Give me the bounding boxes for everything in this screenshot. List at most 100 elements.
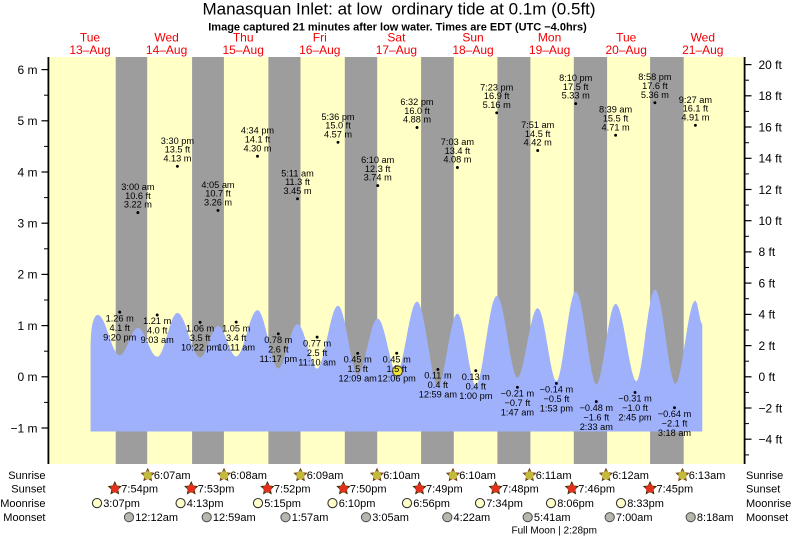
svg-text:17.5 ft: 17.5 ft — [563, 82, 589, 92]
svg-text:3 m: 3 m — [17, 217, 37, 231]
svg-text:5:15pm: 5:15pm — [264, 498, 301, 510]
svg-text:13–Aug: 13–Aug — [69, 43, 110, 57]
svg-text:Mon: Mon — [538, 30, 561, 44]
svg-text:10:22 pm: 10:22 pm — [181, 343, 220, 353]
svg-text:6:10am: 6:10am — [459, 470, 496, 482]
svg-text:6:12am: 6:12am — [612, 470, 649, 482]
svg-text:Full Moon | 2:28pm: Full Moon | 2:28pm — [512, 526, 597, 537]
svg-text:−0.7 ft: −0.7 ft — [505, 398, 531, 408]
svg-text:12 ft: 12 ft — [759, 183, 783, 197]
svg-text:1:00 pm: 1:00 pm — [459, 391, 493, 401]
svg-text:3.74 m: 3.74 m — [364, 173, 392, 183]
svg-text:15.0 ft: 15.0 ft — [325, 121, 351, 131]
svg-text:Sunset: Sunset — [11, 483, 45, 495]
svg-text:−0.31 m: −0.31 m — [618, 394, 652, 404]
svg-text:10 ft: 10 ft — [759, 214, 783, 228]
svg-text:7:45pm: 7:45pm — [657, 483, 694, 495]
svg-text:−0.48 m: −0.48 m — [580, 403, 614, 413]
svg-text:6 ft: 6 ft — [759, 276, 776, 290]
svg-text:−1 m: −1 m — [10, 421, 37, 435]
svg-text:Sat: Sat — [387, 30, 406, 44]
svg-text:4.71 m: 4.71 m — [602, 122, 630, 132]
svg-text:Moonset: Moonset — [3, 512, 45, 524]
svg-text:1.26 m: 1.26 m — [106, 313, 134, 323]
svg-text:6:07am: 6:07am — [154, 470, 191, 482]
svg-text:7:49pm: 7:49pm — [426, 483, 463, 495]
svg-text:3:07pm: 3:07pm — [103, 498, 140, 510]
svg-text:Sunrise: Sunrise — [746, 470, 783, 482]
svg-text:12:59 am: 12:59 am — [419, 390, 458, 400]
svg-text:Tue: Tue — [616, 30, 637, 44]
svg-text:7:51 am: 7:51 am — [521, 120, 555, 130]
svg-text:7:34pm: 7:34pm — [486, 498, 523, 510]
svg-text:8 ft: 8 ft — [759, 245, 776, 259]
svg-text:−1.6 ft: −1.6 ft — [583, 412, 609, 422]
svg-text:2:33 am: 2:33 am — [580, 422, 614, 432]
svg-text:7:52pm: 7:52pm — [274, 483, 311, 495]
svg-text:7:03 am: 7:03 am — [441, 137, 475, 147]
svg-text:12:06 pm: 12:06 pm — [378, 373, 417, 383]
svg-text:6:08am: 6:08am — [230, 470, 267, 482]
svg-text:12:09 am: 12:09 am — [339, 374, 378, 384]
svg-text:4:34 pm: 4:34 pm — [241, 126, 275, 136]
svg-text:5:11 am: 5:11 am — [281, 168, 314, 178]
svg-text:14–Aug: 14–Aug — [146, 43, 187, 57]
svg-text:2.5 ft: 2.5 ft — [307, 348, 328, 358]
svg-text:1:53 pm: 1:53 pm — [540, 404, 574, 414]
svg-text:20–Aug: 20–Aug — [606, 43, 647, 57]
svg-text:Sun: Sun — [462, 30, 483, 44]
svg-text:1 m: 1 m — [17, 319, 37, 333]
svg-text:1.21 m: 1.21 m — [143, 316, 171, 326]
svg-text:13.4 ft: 13.4 ft — [445, 146, 471, 156]
svg-text:3.45 m: 3.45 m — [283, 186, 311, 196]
svg-text:1:47 am: 1:47 am — [501, 408, 535, 418]
svg-text:12:12am: 12:12am — [135, 512, 178, 524]
svg-text:13.5 ft: 13.5 ft — [165, 145, 191, 155]
svg-text:4:13pm: 4:13pm — [187, 498, 224, 510]
svg-text:6:56pm: 6:56pm — [413, 498, 450, 510]
svg-text:16.0 ft: 16.0 ft — [404, 106, 430, 116]
svg-text:14.5 ft: 14.5 ft — [525, 129, 551, 139]
svg-text:6:10am: 6:10am — [383, 470, 420, 482]
svg-text:Wed: Wed — [154, 30, 178, 44]
svg-text:1.5 ft: 1.5 ft — [347, 364, 368, 374]
svg-text:18–Aug: 18–Aug — [452, 43, 493, 57]
svg-text:Manasquan Inlet: at low ordin: Manasquan Inlet: at low ordinary tide at… — [202, 0, 595, 19]
svg-text:7:54pm: 7:54pm — [121, 483, 158, 495]
svg-text:12.3 ft: 12.3 ft — [365, 164, 391, 174]
svg-text:7:23 pm: 7:23 pm — [480, 82, 514, 92]
svg-text:11.3 ft: 11.3 ft — [285, 177, 310, 187]
svg-text:11:17 pm: 11:17 pm — [259, 354, 297, 364]
svg-text:0.45 m: 0.45 m — [383, 354, 411, 364]
svg-text:Moonset: Moonset — [746, 512, 788, 524]
svg-text:8:10 pm: 8:10 pm — [559, 73, 593, 83]
svg-text:2 m: 2 m — [17, 268, 37, 282]
svg-text:Fri: Fri — [313, 30, 327, 44]
svg-text:3.26 m: 3.26 m — [204, 198, 232, 208]
svg-text:16.9 ft: 16.9 ft — [484, 91, 510, 101]
svg-text:9:03 am: 9:03 am — [141, 335, 175, 345]
svg-text:4.13 m: 4.13 m — [163, 153, 191, 163]
svg-text:10.6 ft: 10.6 ft — [125, 191, 151, 201]
svg-text:6:10 am: 6:10 am — [361, 155, 395, 165]
svg-text:11:10 am: 11:10 am — [298, 357, 336, 367]
svg-text:−4 ft: −4 ft — [759, 433, 783, 447]
svg-text:Wed: Wed — [691, 30, 715, 44]
svg-text:−0.14 m: −0.14 m — [540, 385, 574, 395]
svg-text:4 ft: 4 ft — [759, 308, 776, 322]
svg-text:14 ft: 14 ft — [759, 152, 783, 166]
svg-text:7:48pm: 7:48pm — [502, 483, 539, 495]
svg-text:2.6 ft: 2.6 ft — [268, 345, 289, 355]
svg-text:4.42 m: 4.42 m — [524, 138, 552, 148]
svg-text:3.5 ft: 3.5 ft — [190, 333, 211, 343]
svg-text:−0.21 m: −0.21 m — [501, 389, 535, 399]
svg-text:0 m: 0 m — [17, 370, 37, 384]
svg-text:0.4 ft: 0.4 ft — [466, 381, 487, 391]
svg-text:7:46pm: 7:46pm — [578, 483, 615, 495]
svg-text:3.4 ft: 3.4 ft — [226, 333, 247, 343]
svg-text:5.33 m: 5.33 m — [562, 91, 590, 101]
svg-text:Sunrise: Sunrise — [8, 470, 45, 482]
svg-text:0.77 m: 0.77 m — [303, 338, 331, 348]
svg-text:6:32 pm: 6:32 pm — [400, 97, 434, 107]
svg-text:6:10pm: 6:10pm — [339, 498, 376, 510]
